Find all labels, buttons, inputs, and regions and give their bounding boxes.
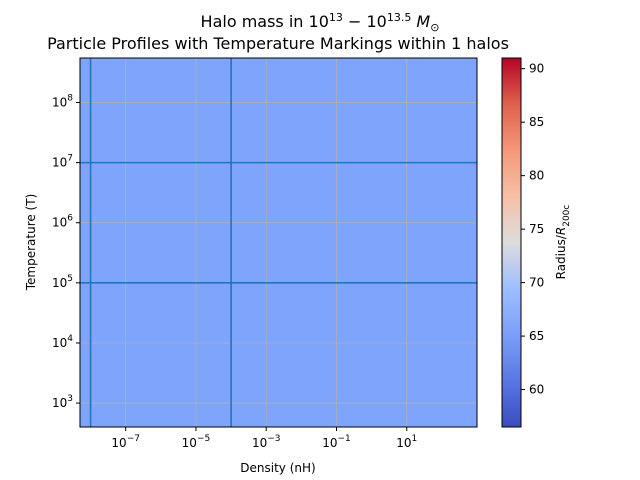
- colorbar-tick-label: 70: [529, 276, 544, 290]
- colorbar-tick-label: 60: [529, 383, 544, 397]
- plot-area: [79, 57, 478, 428]
- y-tick-label: 106: [52, 214, 73, 230]
- x-tick-label: 10−5: [182, 434, 211, 450]
- colorbar-tick-label: 85: [529, 115, 544, 129]
- plot-frame: [79, 57, 478, 428]
- x-tick-label: 10−3: [252, 434, 281, 450]
- marker-lines: [80, 58, 477, 427]
- y-tick-label: 105: [52, 274, 73, 290]
- colorbar-tick-label: 80: [529, 169, 544, 183]
- y-tick-label: 107: [52, 154, 73, 170]
- colorbar-gradient: [501, 57, 522, 428]
- colorbar-label: Radius/R200c: [554, 205, 572, 280]
- x-axis-ticks: 10−7 10−5 10−3 10−1 101: [111, 427, 417, 450]
- y-tick-label: 104: [52, 334, 73, 350]
- y-axis-label: Temperature (T): [24, 194, 38, 292]
- x-tick-label: 101: [396, 434, 417, 450]
- x-tick-label: 10−1: [322, 434, 351, 450]
- colorbar-tick-label: 65: [529, 329, 544, 343]
- x-axis-label: Density (nH): [240, 461, 315, 475]
- y-axis-ticks: 103 104 105 106 107 108: [52, 94, 80, 410]
- chart-title-line1: Halo mass in 1013 − 1013.5 M⊙: [201, 11, 440, 34]
- y-tick-label: 108: [52, 94, 73, 110]
- colorbar-tick-label: 75: [529, 222, 544, 236]
- x-tick-label: 10−7: [111, 434, 140, 450]
- heatmap-fill: [80, 58, 477, 427]
- colorbar-tick-label: 90: [529, 62, 544, 76]
- chart-title-line2: Particle Profiles with Temperature Marki…: [47, 34, 509, 53]
- y-tick-label: 103: [52, 394, 73, 410]
- colorbar-ticks: 60 65 70 75 80 85 90: [521, 62, 544, 397]
- colorbar: 60 65 70 75 80 85 90 Radius/R200c: [501, 57, 572, 428]
